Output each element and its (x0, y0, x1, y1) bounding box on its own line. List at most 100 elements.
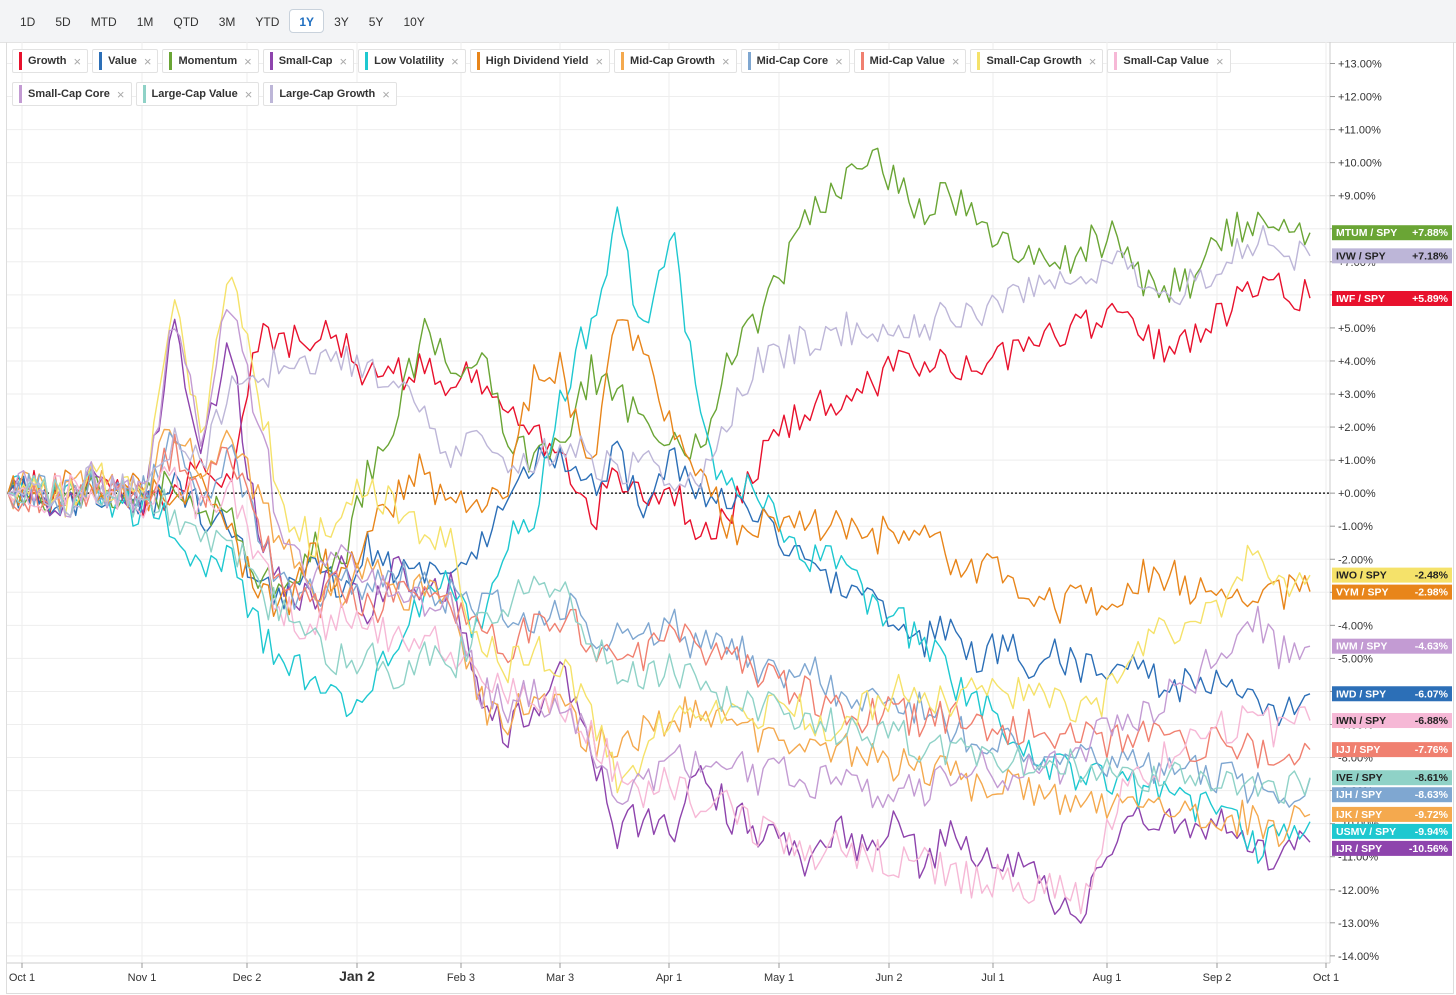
legend-chip-large-cap-value[interactable]: Large-Cap Value × (135, 82, 260, 106)
y-tick-label: +2.00% (1338, 422, 1376, 434)
end-tag-bg (1332, 823, 1452, 839)
series-line-small-cap-value[interactable] (7, 466, 1311, 915)
legend-swatch (19, 52, 22, 70)
legend-chip-mid-cap-core[interactable]: Mid-Cap Core × (740, 49, 850, 73)
end-tag-ticker: MTUM / SPY (1336, 227, 1397, 239)
legend-swatch (977, 52, 981, 70)
remove-series-icon[interactable]: × (951, 53, 960, 69)
series-line-small-cap[interactable] (7, 318, 1311, 924)
legend-chip-low-volatility[interactable]: Low Volatility × (358, 49, 466, 73)
legend-chip-small-cap[interactable]: Small-Cap × (262, 49, 355, 73)
x-tick-label: Mar 3 (546, 972, 574, 984)
end-tag-value: -9.72% (1415, 809, 1449, 821)
legend-chip-small-cap-core[interactable]: Small-Cap Core × (12, 82, 132, 106)
legend-label: Mid-Cap Core (756, 55, 829, 67)
end-tag-value: -8.61% (1415, 772, 1449, 784)
end-tag-bg (1332, 225, 1452, 241)
legend-label: Small-Cap (278, 55, 333, 67)
end-tag-value: -2.48% (1415, 570, 1449, 582)
series-line-low-volatility[interactable] (7, 206, 1311, 864)
remove-series-icon[interactable]: × (835, 53, 843, 69)
legend-chip-momentum[interactable]: Momentum × (162, 49, 259, 73)
y-tick-label: -1.00% (1338, 521, 1373, 533)
range-tab-3m[interactable]: 3M (218, 15, 236, 29)
end-tag-ticker: IWF / SPY (1336, 293, 1385, 305)
end-tag-ive: IVE / SPY -8.61% (1332, 770, 1452, 786)
remove-series-icon[interactable]: × (116, 86, 125, 102)
series-line-growth[interactable] (7, 272, 1311, 541)
end-tag-ticker: IVW / SPY (1336, 250, 1386, 262)
x-tick-label: Oct 1 (1313, 972, 1339, 984)
series-line-large-cap-value[interactable] (7, 470, 1311, 804)
range-tab-3y[interactable]: 3Y (334, 15, 349, 29)
series-end-tags: MTUM / SPY +7.88% IVW / SPY +7.18% IWF / SPY… (1332, 225, 1452, 856)
remove-series-icon[interactable]: × (1215, 53, 1224, 69)
end-tag-iwn: IWN / SPY -6.88% (1332, 713, 1452, 729)
y-tick-label: +5.00% (1338, 323, 1376, 335)
range-tab-1d[interactable]: 1D (20, 15, 36, 29)
series-line-momentum[interactable] (7, 147, 1311, 599)
series-line-large-cap-growth[interactable] (7, 225, 1311, 517)
remove-series-icon[interactable]: × (721, 53, 730, 69)
series-line-small-cap-core[interactable] (7, 309, 1311, 809)
y-tick-label: +1.00% (1338, 455, 1376, 467)
legend-chip-small-cap-value[interactable]: Small-Cap Value × (1107, 49, 1231, 73)
y-tick-label: +10.00% (1338, 158, 1382, 170)
end-tag-ticker: IWO / SPY (1336, 570, 1387, 582)
series-line-high-dividend-yield[interactable] (7, 319, 1311, 624)
range-tab-5d[interactable]: 5D (55, 15, 71, 29)
legend-chip-mid-cap-value[interactable]: Mid-Cap Value × (853, 49, 967, 73)
end-tag-ticker: IJH / SPY (1336, 789, 1382, 801)
end-tag-iwo: IWO / SPY -2.48% (1332, 567, 1452, 583)
legend-chip-mid-cap-growth[interactable]: Mid-Cap Growth × (614, 49, 737, 73)
series-line-mid-cap-value[interactable] (7, 433, 1311, 769)
end-tag-bg (1332, 248, 1452, 264)
y-tick-label: +3.00% (1338, 389, 1376, 401)
series-line-small-cap-growth[interactable] (7, 276, 1311, 794)
legend-chip-large-cap-growth[interactable]: Large-Cap Growth × (263, 82, 397, 106)
remove-series-icon[interactable]: × (382, 86, 390, 102)
remove-series-icon[interactable]: × (244, 53, 252, 69)
remove-series-icon[interactable]: × (1088, 53, 1097, 69)
legend-chip-growth[interactable]: Growth × (12, 49, 89, 73)
legend-swatch (19, 85, 22, 103)
legend-swatch (142, 85, 146, 103)
range-tab-10y[interactable]: 10Y (403, 15, 425, 29)
x-tick-label: Jul 1 (981, 972, 1004, 984)
end-tag-value: +5.89% (1412, 293, 1449, 305)
end-tag-bg (1332, 806, 1452, 822)
end-tag-ticker: USMV / SPY (1336, 826, 1396, 838)
remove-series-icon[interactable]: × (595, 53, 604, 69)
legend-label: Mid-Cap Growth (630, 55, 715, 67)
y-tick-label: -14.00% (1338, 951, 1379, 963)
remove-series-icon[interactable]: × (339, 53, 348, 69)
legend-chip-high-dividend-yield[interactable]: High Dividend Yield × (469, 49, 611, 73)
range-tab-1m[interactable]: 1M (136, 15, 154, 29)
series-line-mid-cap-core[interactable] (7, 431, 1311, 808)
range-tab-ytd[interactable]: YTD (255, 15, 280, 29)
x-tick-label: Nov 1 (128, 972, 157, 984)
x-tick-label: Dec 2 (233, 972, 262, 984)
legend-chip-small-cap-growth[interactable]: Small-Cap Growth × (970, 49, 1104, 73)
remove-series-icon[interactable]: × (73, 53, 82, 69)
range-tab-qtd[interactable]: QTD (173, 15, 199, 29)
y-tick-label: -13.00% (1338, 918, 1379, 930)
range-tab-mtd[interactable]: MTD (90, 15, 117, 29)
legend-label: Value (108, 55, 137, 67)
range-selector: 1D 5D MTD 1M QTD 3M YTD 1Y 3Y 5Y 10Y (10, 9, 435, 33)
range-tab-5y[interactable]: 5Y (368, 15, 384, 29)
legend-label: Small-Cap Growth (986, 55, 1082, 67)
end-tag-bg (1332, 686, 1452, 702)
range-tab-1y[interactable]: 1Y (289, 9, 325, 33)
end-tag-bg (1332, 742, 1452, 758)
series-line-mid-cap-growth[interactable] (7, 428, 1311, 848)
remove-series-icon[interactable]: × (451, 53, 459, 69)
remove-series-icon[interactable]: × (143, 53, 152, 69)
y-tick-label: +13.00% (1338, 59, 1382, 71)
end-tag-value: -4.63% (1415, 641, 1449, 653)
legend-chip-value[interactable]: Value × (92, 49, 159, 73)
remove-series-icon[interactable]: × (244, 86, 253, 102)
end-tag-ticker: VYM / SPY (1336, 587, 1389, 599)
end-tag-bg (1332, 713, 1452, 729)
series-line-value[interactable] (7, 440, 1311, 727)
